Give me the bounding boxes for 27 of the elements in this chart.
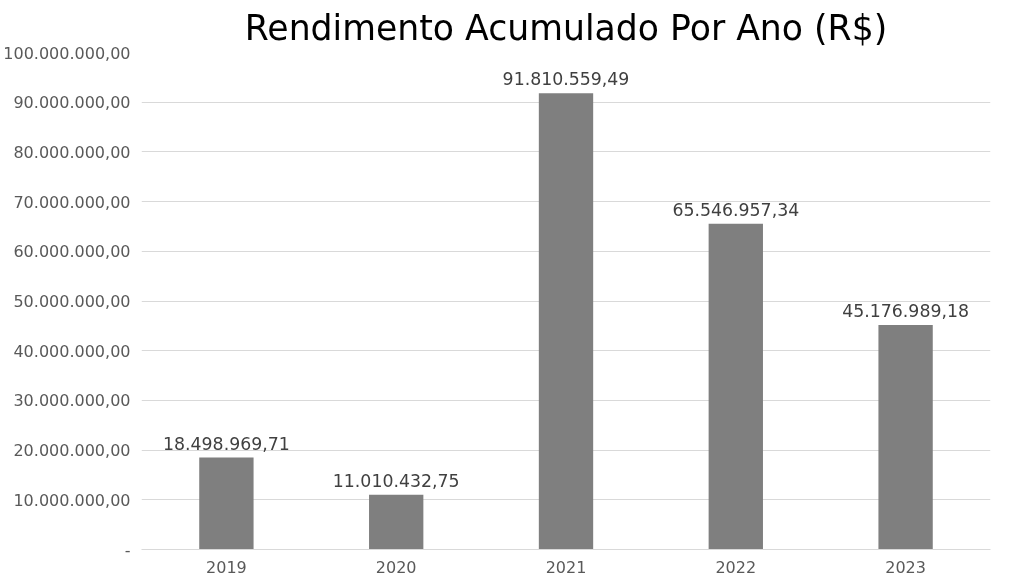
chart-title: Rendimento Acumulado Por Ano (R$) bbox=[244, 7, 888, 48]
data-label: 65.546.957,34 bbox=[672, 199, 800, 220]
y-tick-label: 30.000.000,00 bbox=[13, 391, 131, 411]
bar bbox=[538, 93, 594, 550]
x-tick-label: 2019 bbox=[206, 557, 247, 577]
y-tick-label: 50.000.000,00 bbox=[13, 292, 131, 311]
bar bbox=[199, 457, 254, 550]
y-tick-label: 40.000.000,00 bbox=[13, 341, 131, 361]
data-label: 18.498.969,71 bbox=[163, 433, 290, 454]
x-tick-label: 2020 bbox=[375, 557, 417, 577]
y-tick-label: 60.000.000,00 bbox=[13, 242, 131, 262]
y-tick-label: 20.000.000,00 bbox=[13, 441, 131, 461]
bar bbox=[369, 494, 424, 550]
y-tick-label: 100.000.000,00 bbox=[3, 43, 131, 63]
y-tick-label: - bbox=[124, 540, 131, 560]
x-tick-label: 2021 bbox=[545, 557, 587, 577]
y-tick-label: 90.000.000,00 bbox=[13, 93, 131, 113]
y-tick-label: 70.000.000,00 bbox=[13, 192, 131, 212]
bar bbox=[878, 324, 933, 550]
x-tick-label: 2022 bbox=[715, 557, 757, 577]
bar bbox=[708, 223, 763, 550]
x-tick-label: 2023 bbox=[885, 557, 926, 577]
y-tick-label: 10.000.000,00 bbox=[13, 490, 131, 510]
data-label: 11.010.432,75 bbox=[332, 470, 460, 491]
data-label: 45.176.989,18 bbox=[842, 300, 969, 321]
y-tick-label: 80.000.000,00 bbox=[13, 142, 131, 162]
data-label: 91.810.559,49 bbox=[502, 69, 630, 90]
